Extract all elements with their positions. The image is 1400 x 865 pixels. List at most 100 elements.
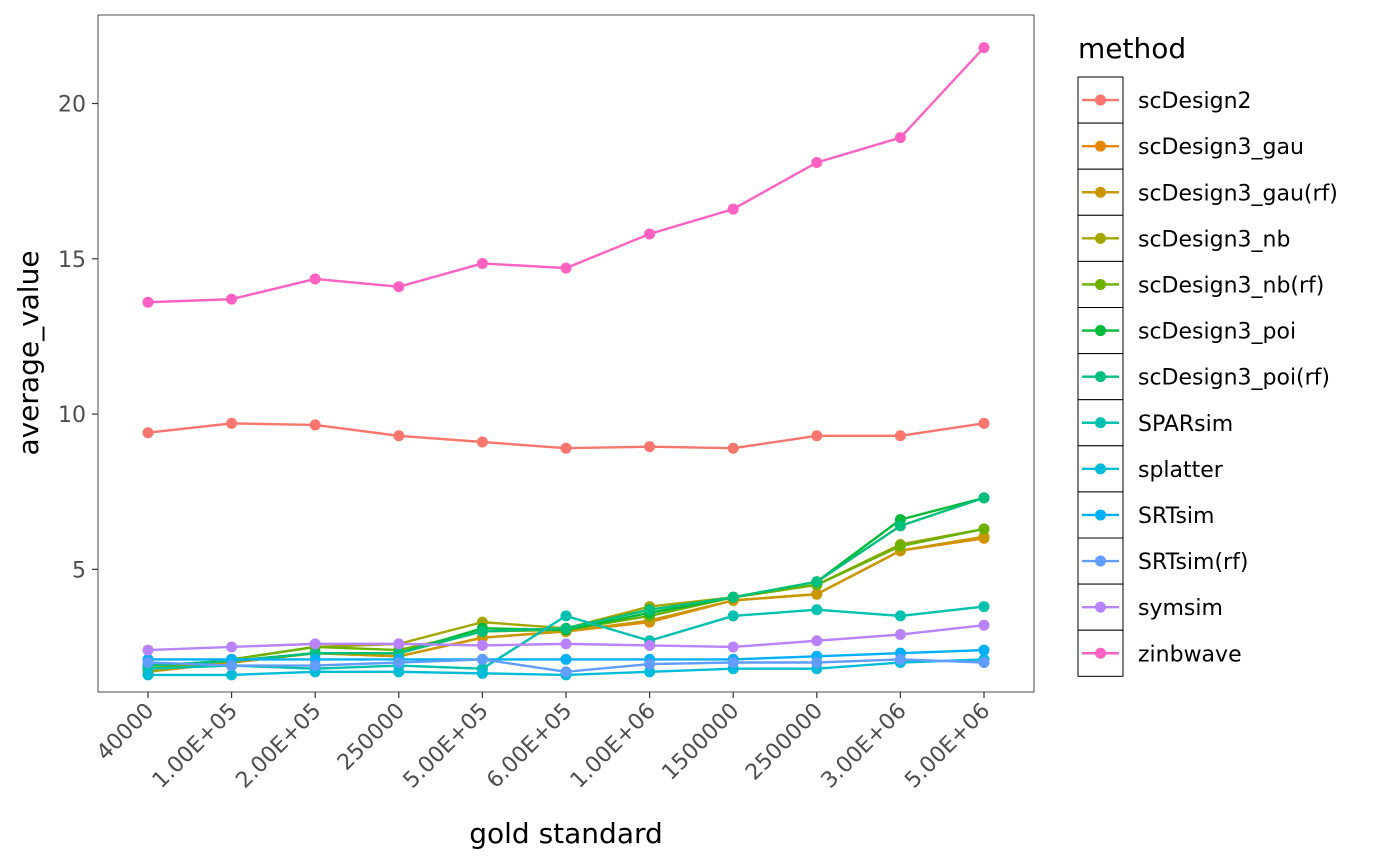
data-point (644, 666, 656, 678)
legend-key-point (1095, 647, 1106, 659)
legend-item: zinbwave (1077, 629, 1242, 677)
data-point (978, 601, 990, 613)
data-point (894, 520, 906, 532)
legend-key-point (1095, 601, 1106, 613)
legend-item: scDesign3_nb (1077, 214, 1290, 262)
data-point (560, 653, 572, 665)
legend-label: scDesign3_poi(rf) (1138, 366, 1330, 391)
legend-key-point (1095, 232, 1106, 244)
data-point (894, 653, 906, 665)
data-point (811, 576, 823, 588)
data-point (644, 639, 656, 651)
legend-item: symsim (1077, 583, 1223, 631)
series-symsim (142, 619, 990, 656)
legend-key-point (1095, 555, 1106, 567)
data-point (978, 42, 990, 54)
data-point (393, 656, 405, 668)
x-tick-label: 1500000 (657, 699, 744, 786)
data-point (142, 296, 154, 308)
data-point (226, 417, 238, 429)
data-point (560, 262, 572, 274)
x-tick-label: 3.00E+06 (817, 699, 912, 794)
data-point (978, 417, 990, 429)
x-tick-label: 2.00E+05 (231, 699, 326, 794)
data-point (644, 658, 656, 670)
data-point (309, 660, 321, 672)
legend-item: scDesign3_gau (1077, 122, 1304, 170)
data-point (727, 203, 739, 215)
legend-item: SPARsim (1077, 399, 1233, 447)
data-point (476, 639, 488, 651)
data-point (894, 540, 906, 552)
legend-label: scDesign3_nb (1138, 227, 1290, 252)
series-layer (142, 42, 990, 681)
data-point (142, 669, 154, 681)
legend-key-point (1095, 509, 1106, 521)
data-point (811, 635, 823, 647)
data-point (476, 625, 488, 637)
x-tick-label: 5.00E+05 (399, 699, 494, 794)
x-tick-label: 1.00E+05 (148, 699, 243, 794)
data-point (978, 531, 990, 543)
plot-panel (97, 14, 1035, 693)
data-point (476, 667, 488, 679)
data-point (393, 638, 405, 650)
data-point (644, 604, 656, 616)
legend-label: scDesign2 (1138, 89, 1252, 114)
series-SRTsim(rf) (142, 653, 990, 678)
legend-label: zinbwave (1138, 642, 1242, 667)
legend-label: SRTsim(rf) (1138, 550, 1248, 575)
data-point (727, 591, 739, 603)
data-point (811, 430, 823, 442)
data-point (644, 441, 656, 453)
legend-item: SRTsim (1077, 491, 1214, 539)
data-point (727, 656, 739, 668)
x-tick-label: 2500000 (741, 699, 828, 786)
data-point (727, 442, 739, 454)
legend-item: SRTsim(rf) (1077, 537, 1248, 585)
legend-label: scDesign3_gau(rf) (1138, 181, 1338, 206)
data-point (811, 604, 823, 616)
data-point (226, 669, 238, 681)
data-point (560, 666, 572, 678)
legend-key-point (1095, 463, 1106, 475)
data-point (727, 641, 739, 653)
data-point (393, 281, 405, 293)
legend-label: SRTsim (1138, 504, 1214, 529)
legend-item: scDesign3_nb(rf) (1077, 260, 1324, 308)
data-point (226, 293, 238, 305)
data-point (476, 436, 488, 448)
data-point (894, 629, 906, 641)
data-point (560, 622, 572, 634)
legend-label: symsim (1138, 596, 1223, 621)
legend-key-point (1095, 325, 1106, 337)
data-point (476, 257, 488, 269)
x-tick-label: 250000 (333, 699, 410, 776)
y-tick-label: 15 (58, 248, 86, 273)
data-point (142, 656, 154, 668)
legend-title: method (1078, 32, 1186, 65)
data-point (393, 666, 405, 678)
y-axis-title: average_value (12, 250, 45, 455)
legend-label: splatter (1138, 458, 1224, 483)
legend-item: splatter (1077, 445, 1224, 493)
x-axis-title: gold standard (469, 817, 663, 850)
data-point (309, 419, 321, 431)
data-point (811, 656, 823, 668)
legend-item: scDesign3_gau(rf) (1077, 168, 1338, 216)
series-scDesign2 (142, 417, 990, 454)
data-point (978, 644, 990, 656)
data-point (560, 442, 572, 454)
legend-item: scDesign2 (1077, 76, 1252, 124)
legend-item: scDesign3_poi (1077, 307, 1296, 355)
x-tick-label: 6.00E+05 (482, 699, 577, 794)
legend-label: scDesign3_poi (1138, 320, 1296, 345)
y-axis: 5 10 15 20 (58, 93, 98, 583)
legend-key-point (1095, 371, 1106, 383)
x-tick-label: 1.00E+06 (566, 699, 661, 794)
data-point (644, 228, 656, 240)
legend-key-point (1095, 94, 1106, 106)
y-tick-label: 10 (58, 403, 86, 428)
